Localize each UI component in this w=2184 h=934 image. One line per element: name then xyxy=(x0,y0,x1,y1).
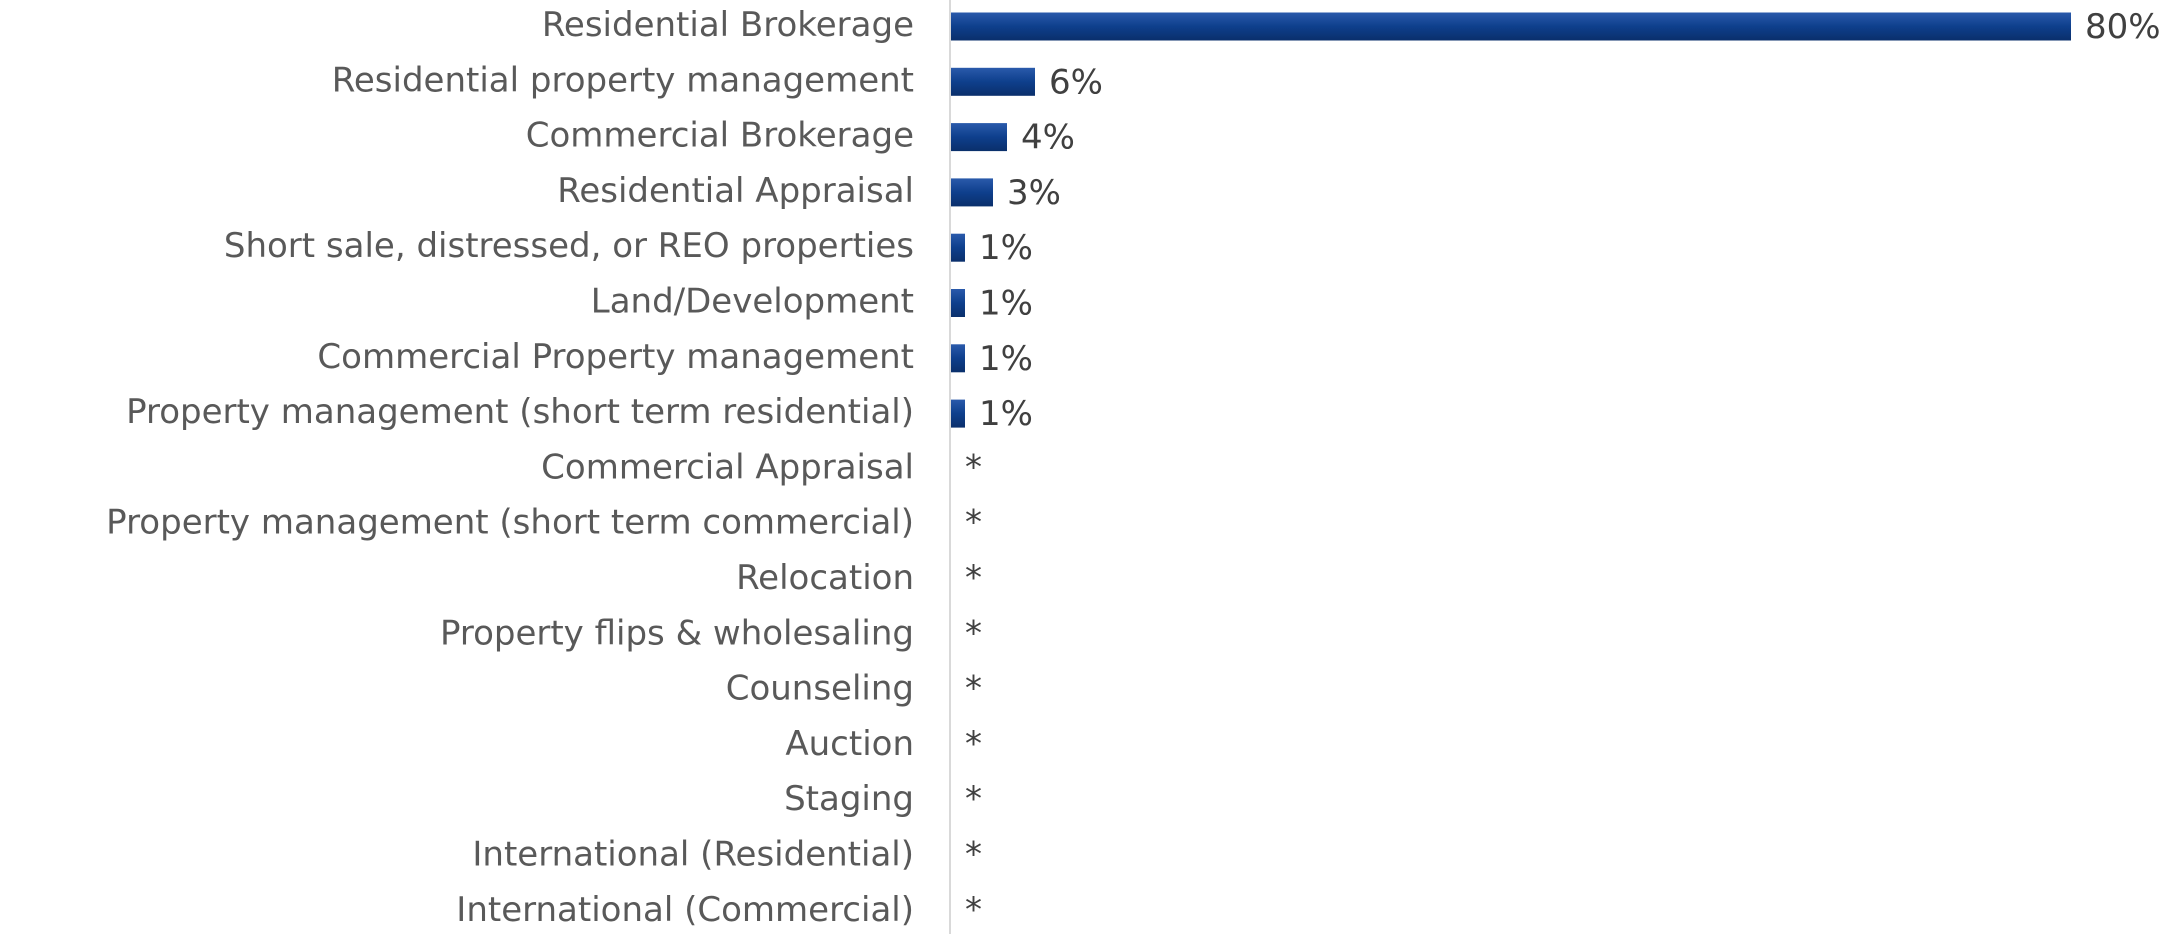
data-label: 4% xyxy=(1021,118,1075,158)
data-label: 80% xyxy=(2085,7,2161,47)
category-label: Residential property management xyxy=(332,60,914,100)
data-label: * xyxy=(965,779,982,819)
data-label: 1% xyxy=(979,228,1033,268)
category-label: International (Commercial) xyxy=(456,890,914,930)
data-label: * xyxy=(965,835,982,875)
data-label: 3% xyxy=(1007,173,1061,213)
bar xyxy=(951,289,965,317)
data-label: * xyxy=(965,724,982,764)
data-label: * xyxy=(965,503,982,543)
data-label: * xyxy=(965,558,982,598)
category-label: Staging xyxy=(784,779,914,819)
bar xyxy=(951,233,965,262)
category-label: Relocation xyxy=(736,558,914,598)
bar xyxy=(951,67,1035,96)
data-label: 1% xyxy=(979,394,1033,434)
category-label: International (Residential) xyxy=(472,835,914,875)
category-label: Property flips & wholesaling xyxy=(440,613,914,653)
data-label: 6% xyxy=(1049,62,1103,102)
category-label: Residential Brokerage xyxy=(542,5,914,45)
bar xyxy=(951,178,993,207)
category-label: Land/Development xyxy=(591,282,914,322)
category-label: Property management (short term commerci… xyxy=(106,503,914,543)
data-label: * xyxy=(965,669,982,709)
category-label: Commercial Property management xyxy=(317,337,914,377)
category-label: Counseling xyxy=(726,669,914,709)
bar xyxy=(951,399,965,428)
category-label: Residential Appraisal xyxy=(557,171,914,211)
data-label: 1% xyxy=(979,339,1033,379)
category-label: Commercial Brokerage xyxy=(526,116,914,156)
bar xyxy=(951,344,965,373)
category-label: Property management (short term resident… xyxy=(126,392,914,432)
data-label: * xyxy=(965,890,982,930)
category-label: Short sale, distressed, or REO propertie… xyxy=(224,226,914,266)
category-label: Commercial Appraisal xyxy=(541,447,914,487)
data-label: * xyxy=(965,447,982,487)
category-label: Auction xyxy=(785,724,914,764)
data-label: 1% xyxy=(979,284,1033,324)
data-label: * xyxy=(965,613,982,653)
bar xyxy=(951,12,2071,41)
bar xyxy=(951,123,1007,152)
